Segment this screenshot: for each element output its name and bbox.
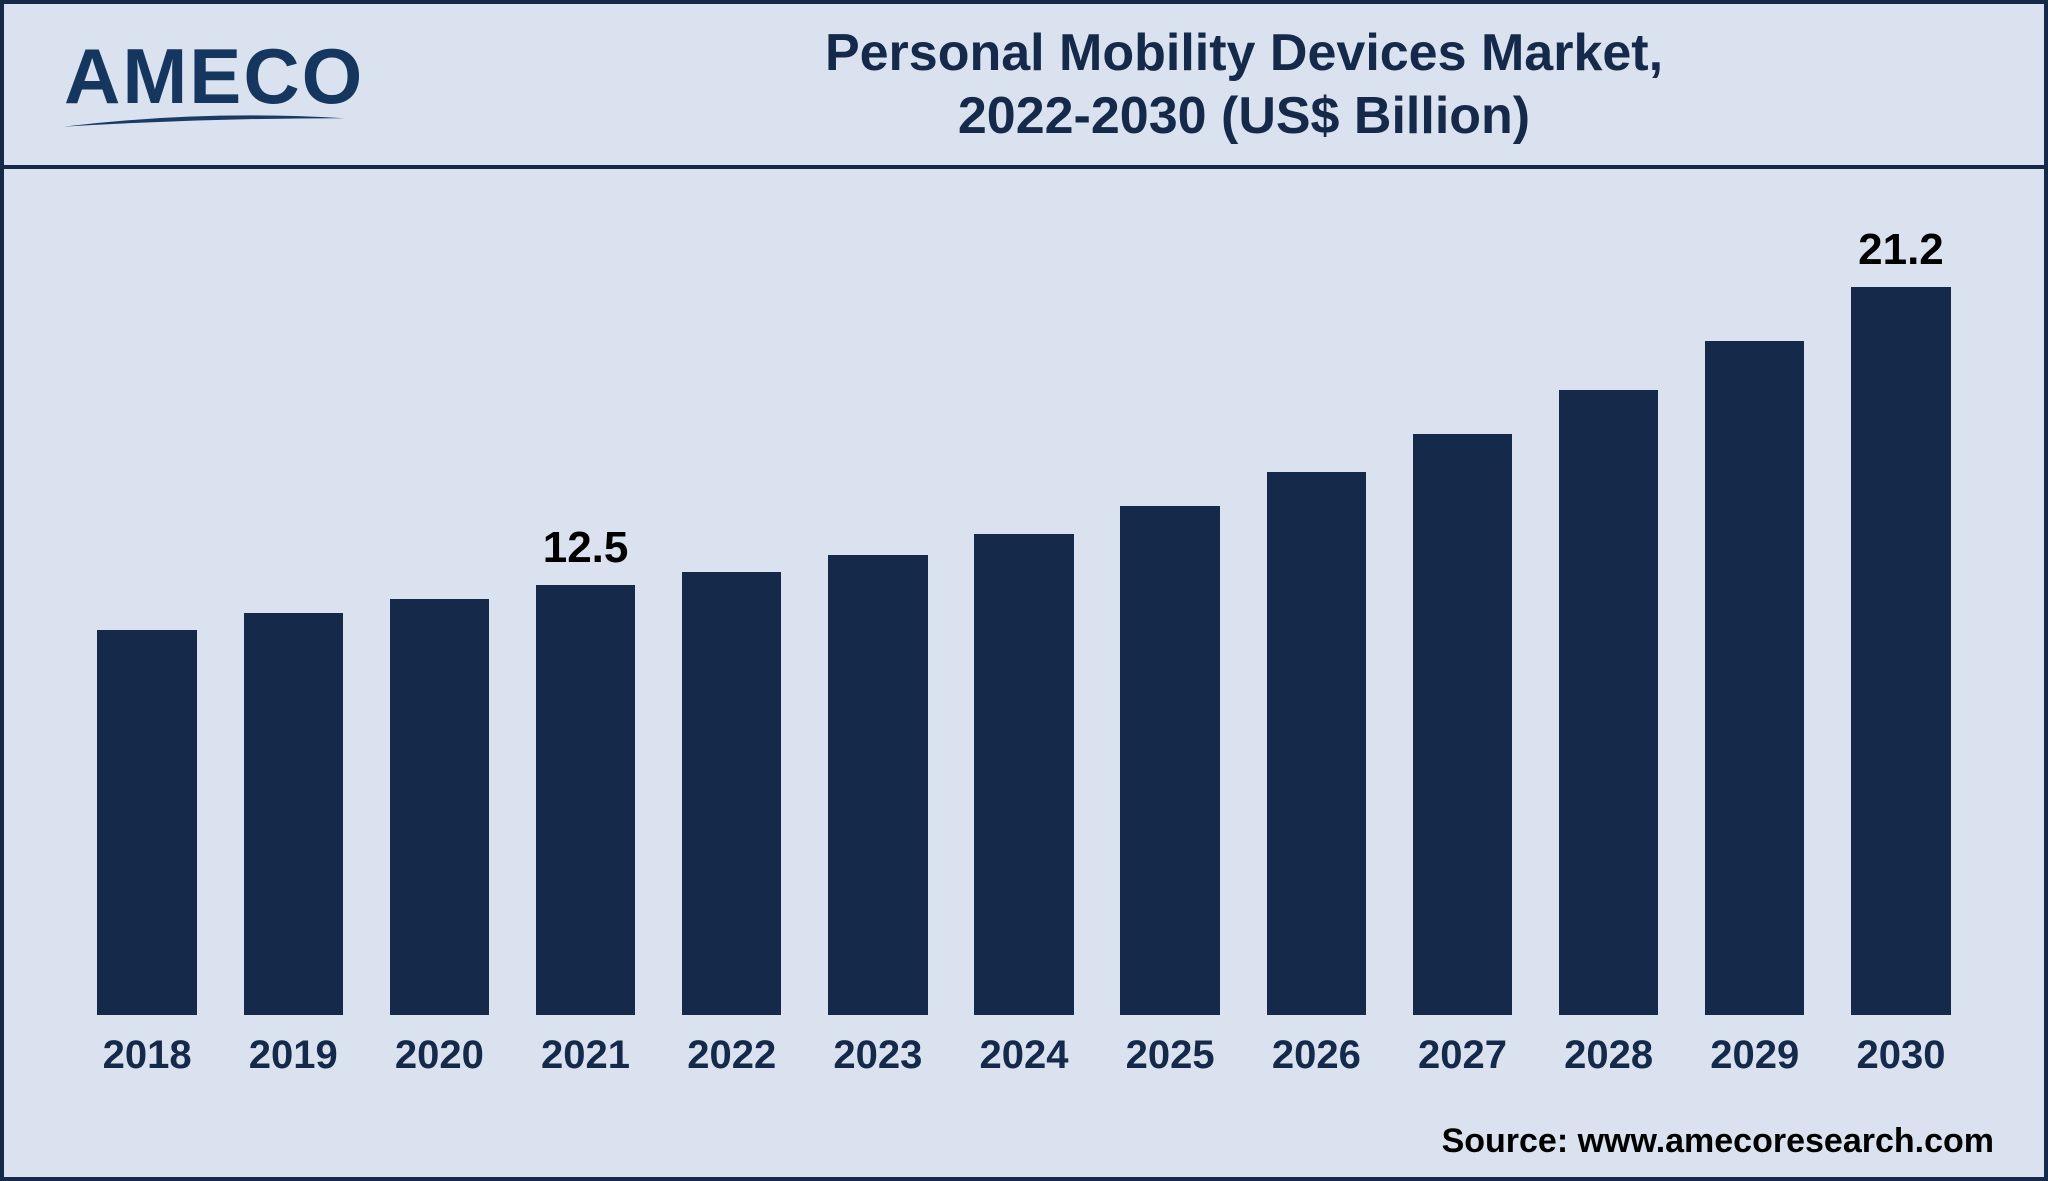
x-labels-row: 2018201920202021202220232024202520262027… [64, 1015, 1984, 1078]
bar [97, 630, 196, 1015]
title-line1: Personal Mobility Devices Market, [825, 24, 1663, 82]
bar-wrapper: 12.5 [512, 259, 658, 1015]
chart-title: Personal Mobility Devices Market, 2022-2… [484, 22, 2004, 147]
x-axis-label: 2030 [1828, 1033, 1974, 1078]
x-axis-label: 2021 [512, 1033, 658, 1078]
bar [1120, 506, 1219, 1015]
x-axis-label: 2024 [951, 1033, 1097, 1078]
bar [1413, 434, 1512, 1015]
x-axis-label: 2018 [74, 1033, 220, 1078]
bar-value-label: 21.2 [1858, 225, 1944, 275]
chart-container: AMECO Personal Mobility Devices Market, … [0, 0, 2048, 1181]
bar-wrapper [951, 259, 1097, 1015]
title-block: Personal Mobility Devices Market, 2022-2… [484, 22, 2004, 147]
source-text: Source: www.amecoresearch.com [4, 1108, 2044, 1177]
bar-wrapper [659, 259, 805, 1015]
bar-value-label: 12.5 [543, 523, 629, 573]
bar-wrapper [220, 259, 366, 1015]
bar-wrapper [1389, 259, 1535, 1015]
bar-wrapper [74, 259, 220, 1015]
plot-area: 12.521.2 2018201920202021202220232024202… [4, 169, 2044, 1108]
header-row: AMECO Personal Mobility Devices Market, … [4, 4, 2044, 169]
bar-wrapper [1243, 259, 1389, 1015]
x-axis-label: 2023 [805, 1033, 951, 1078]
bar-wrapper [1536, 259, 1682, 1015]
bar [1559, 390, 1658, 1015]
bar [536, 585, 635, 1015]
bar-wrapper [1682, 259, 1828, 1015]
bar-wrapper [366, 259, 512, 1015]
bar [244, 613, 343, 1015]
x-axis-label: 2020 [366, 1033, 512, 1078]
x-axis-label: 2026 [1243, 1033, 1389, 1078]
x-axis-label: 2027 [1389, 1033, 1535, 1078]
logo-block: AMECO [64, 37, 484, 133]
bar [1267, 472, 1366, 1015]
bar [390, 599, 489, 1015]
bar-wrapper [1097, 259, 1243, 1015]
x-axis-label: 2019 [220, 1033, 366, 1078]
x-axis-label: 2022 [659, 1033, 805, 1078]
title-line2: 2022-2030 (US$ Billion) [958, 87, 1530, 145]
bar [828, 555, 927, 1015]
bar [1851, 287, 1950, 1016]
bar-wrapper: 21.2 [1828, 259, 1974, 1015]
bar-wrapper [805, 259, 951, 1015]
logo-swoosh-icon [64, 114, 344, 128]
logo-text: AMECO [64, 37, 484, 115]
bars-row: 12.5 21.2 [64, 259, 1984, 1015]
x-axis-label: 2025 [1097, 1033, 1243, 1078]
bar [1705, 341, 1804, 1015]
bar [974, 534, 1073, 1015]
x-axis-label: 2029 [1682, 1033, 1828, 1078]
x-axis-label: 2028 [1536, 1033, 1682, 1078]
bar [682, 572, 781, 1015]
